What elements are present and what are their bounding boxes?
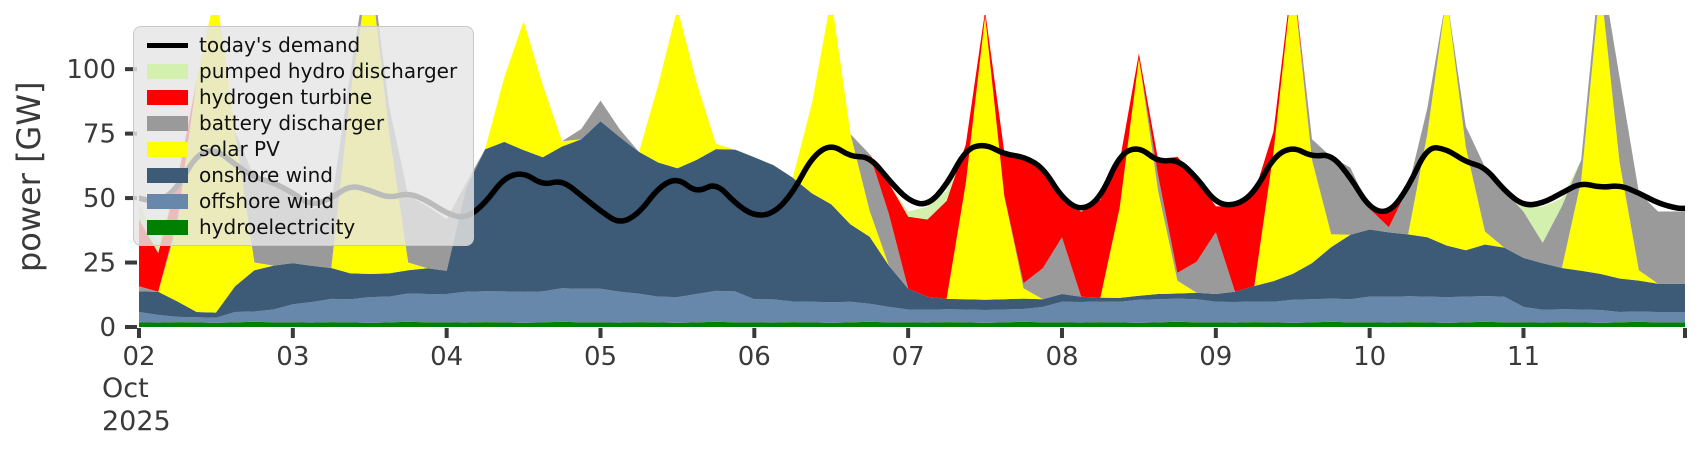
y-tick-label: 50 bbox=[83, 184, 116, 214]
legend-item-onshore-wind: onshore wind bbox=[147, 162, 457, 188]
y-tick-label: 25 bbox=[83, 249, 116, 279]
x-tick-label: 08 bbox=[1045, 342, 1078, 372]
x-tick-label: 11 bbox=[1507, 342, 1540, 372]
x-axis-date-offset: Oct 2025 bbox=[102, 372, 171, 438]
y-tick-label: 100 bbox=[66, 55, 116, 85]
legend-item-offshore-wind: offshore wind bbox=[147, 188, 457, 214]
area-hydrogen-turbine bbox=[139, 15, 1685, 299]
legend-item-pumped-hydro-discharger: pumped hydro discharger bbox=[147, 58, 457, 84]
x-tick-label: 03 bbox=[276, 342, 309, 372]
legend-patch-swatch bbox=[147, 193, 188, 209]
x-tick-label: 07 bbox=[892, 342, 925, 372]
legend-label: onshore wind bbox=[199, 163, 333, 187]
legend-label: battery discharger bbox=[199, 111, 385, 135]
legend-item-solar-PV: solar PV bbox=[147, 136, 457, 162]
x-tick-label: 04 bbox=[430, 342, 463, 372]
legend-item-battery-discharger: battery discharger bbox=[147, 110, 457, 136]
x-tick-label: 02 bbox=[122, 342, 155, 372]
legend-label: hydroelectricity bbox=[199, 215, 356, 239]
legend-item-today-s-demand: today's demand bbox=[147, 32, 457, 58]
legend-label: hydrogen turbine bbox=[199, 85, 373, 109]
legend-patch-swatch bbox=[147, 89, 188, 105]
y-axis-label: power [GW] bbox=[10, 81, 48, 272]
area-hydroelectricity bbox=[139, 321, 1685, 327]
legend-patch-swatch bbox=[147, 141, 188, 157]
legend-patch-swatch bbox=[147, 167, 188, 183]
y-tick-label: 75 bbox=[83, 120, 116, 150]
legend-patch-swatch bbox=[147, 115, 188, 131]
x-tick-label: 06 bbox=[738, 342, 771, 372]
legend-line-swatch bbox=[147, 42, 188, 48]
legend-item-hydrogen-turbine: hydrogen turbine bbox=[147, 84, 457, 110]
x-axis-month-label: Oct bbox=[102, 373, 149, 404]
legend-item-hydroelectricity: hydroelectricity bbox=[147, 214, 457, 240]
legend-label: solar PV bbox=[199, 137, 280, 161]
legend: today's demand pumped hydro discharger hyd… bbox=[133, 26, 475, 246]
x-tick-label: 10 bbox=[1353, 342, 1386, 372]
area-solar-PV bbox=[139, 15, 1685, 313]
legend-label: pumped hydro discharger bbox=[199, 59, 458, 83]
y-tick-label: 0 bbox=[99, 313, 116, 343]
x-tick-label: 09 bbox=[1199, 342, 1232, 372]
legend-label: offshore wind bbox=[199, 189, 335, 213]
legend-patch-swatch bbox=[147, 63, 188, 79]
area-onshore-wind bbox=[139, 121, 1685, 318]
area-offshore-wind bbox=[139, 288, 1685, 323]
x-tick-label: 05 bbox=[584, 342, 617, 372]
legend-label: today's demand bbox=[199, 33, 361, 57]
x-axis-year-label: 2025 bbox=[102, 406, 171, 437]
legend-patch-swatch bbox=[147, 219, 188, 235]
